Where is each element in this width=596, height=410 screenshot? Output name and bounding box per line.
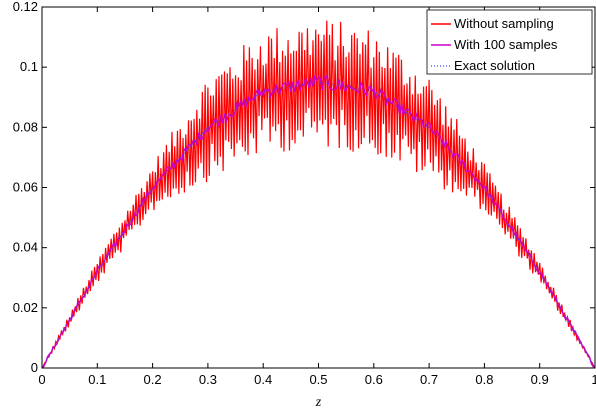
series-line-with-100-samples bbox=[41, 74, 596, 369]
y-tick-label: 0.04 bbox=[13, 240, 38, 255]
series-line-without-sampling bbox=[41, 20, 596, 369]
legend-label-exact-solution: Exact solution bbox=[454, 58, 535, 73]
x-tick-label: 0.2 bbox=[144, 372, 162, 387]
y-tick-label: 0 bbox=[31, 360, 38, 375]
legend-label-without-sampling: Without sampling bbox=[454, 16, 554, 31]
x-tick-label: 0.9 bbox=[531, 372, 549, 387]
x-tick-label: 0.5 bbox=[309, 372, 327, 387]
y-tick-label: 0.1 bbox=[20, 59, 38, 74]
legend-label-with-100-samples: With 100 samples bbox=[454, 37, 558, 52]
x-tick-label: 0.6 bbox=[365, 372, 383, 387]
x-tick-label: 0 bbox=[38, 372, 45, 387]
x-tick-label: 1 bbox=[591, 372, 596, 387]
x-tick-label: 0.3 bbox=[199, 372, 217, 387]
legend-box bbox=[426, 9, 593, 75]
x-tick-label: 0.1 bbox=[88, 372, 106, 387]
x-tick-label: 0.8 bbox=[475, 372, 493, 387]
legend: Without sampling With 100 samples Exact … bbox=[426, 9, 593, 75]
y-tick-label: 0.08 bbox=[13, 119, 38, 134]
ticks-layer: 0 0.1 0.2 0.3 0.4 0.5 0.6 0.7 0.8 0.9 1 0 0.02 0.04 0.… bbox=[13, 0, 596, 387]
y-tick-label: 0.06 bbox=[13, 180, 38, 195]
y-tick-label: 0.02 bbox=[13, 300, 38, 315]
y-tick-label: 0.12 bbox=[13, 0, 38, 14]
x-tick-label: 0.4 bbox=[254, 372, 272, 387]
x-axis-label: z bbox=[315, 395, 322, 410]
series-layer bbox=[41, 20, 596, 369]
x-tick-label: 0.7 bbox=[420, 372, 438, 387]
